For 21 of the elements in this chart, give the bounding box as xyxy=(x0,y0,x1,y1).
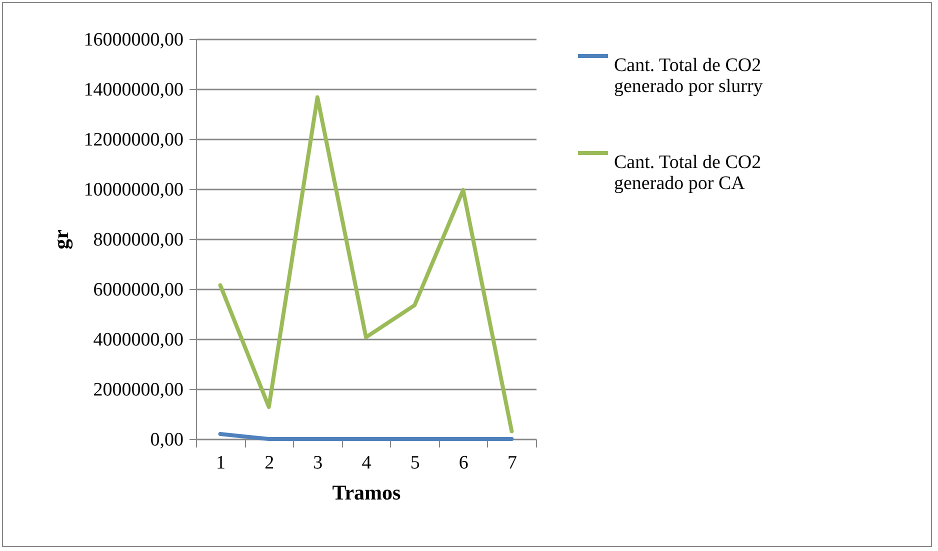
legend-label: Cant. Total de CO2 generado por CA xyxy=(614,152,762,194)
line-series xyxy=(218,95,514,434)
y-tick-label: 0,00 xyxy=(150,430,184,450)
y-tick-label: 6000000,00 xyxy=(93,280,184,300)
y-tick-label: 14000000,00 xyxy=(84,80,184,100)
x-tick-label: 3 xyxy=(313,452,323,474)
y-tick-label: 4000000,00 xyxy=(93,330,184,350)
y-tick-label: 16000000,00 xyxy=(84,30,184,50)
y-tick-label: 2000000,00 xyxy=(93,380,184,400)
x-axis-title: Tramos xyxy=(332,480,401,504)
legend-label: Cant. Total de CO2 generado por slurry xyxy=(614,55,764,97)
x-tick-label: 7 xyxy=(507,452,517,474)
y-tick-label: 12000000,00 xyxy=(84,130,184,150)
y-tick-label: 8000000,00 xyxy=(93,230,184,250)
y-tick-label: 10000000,00 xyxy=(84,180,184,200)
y-axis-title: gr xyxy=(48,230,73,250)
x-tick-label: 6 xyxy=(458,452,468,474)
x-tick-label: 4 xyxy=(362,452,372,474)
x-tick-label: 5 xyxy=(410,452,420,474)
x-tick-label: 2 xyxy=(264,452,274,474)
x-tick-label: 1 xyxy=(216,452,226,474)
